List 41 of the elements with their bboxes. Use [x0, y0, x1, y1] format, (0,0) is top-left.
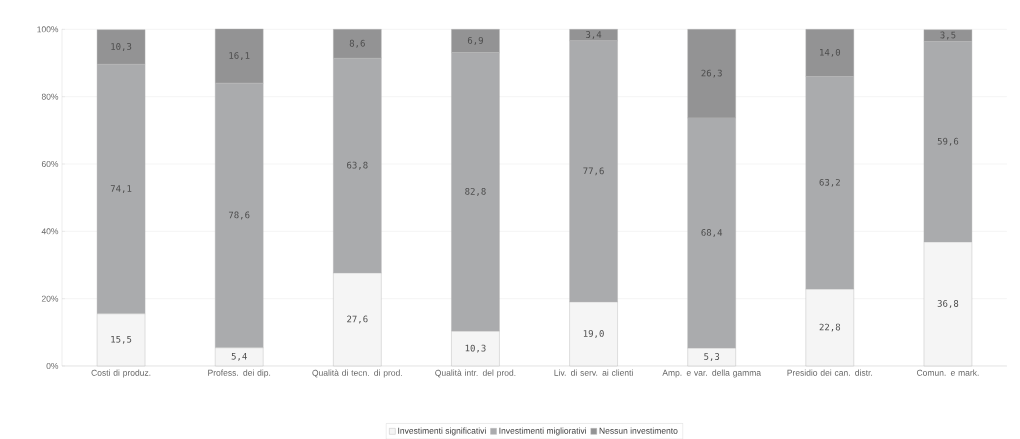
data-label: 8,6: [349, 39, 365, 48]
x-tick-label: Presidio dei can. distr.: [787, 369, 873, 376]
y-tick-label: 60%: [41, 160, 59, 167]
data-label: 27,6: [347, 315, 368, 324]
data-label: 78,6: [228, 211, 250, 220]
data-label: 19,0: [583, 329, 604, 338]
y-tick-label: 0%: [46, 362, 59, 369]
data-label: 68,4: [701, 228, 723, 237]
data-label: 5,4: [231, 352, 247, 361]
data-label: 77,6: [583, 167, 604, 176]
legend-label: Investimenti significativi: [398, 427, 486, 436]
y-tick-label: 100%: [37, 26, 59, 33]
data-label: 3,4: [586, 30, 602, 39]
y-tick-label: 20%: [41, 295, 59, 302]
legend-label: Nessun investimento: [599, 427, 678, 434]
data-label: 59,6: [937, 137, 959, 146]
x-tick-label: Liv. di serv. ai clienti: [554, 369, 633, 376]
data-label: 10,3: [465, 344, 486, 353]
data-label: 26,3: [701, 69, 722, 78]
x-tick-label: Costi di produz.: [91, 369, 151, 378]
data-label: 36,8: [937, 299, 959, 308]
data-label: 82,8: [465, 187, 486, 196]
y-tick-label: 40%: [41, 228, 59, 235]
data-label: 5,3: [704, 352, 720, 361]
data-label: 63,8: [347, 161, 368, 170]
data-label: 63,2: [819, 178, 840, 187]
data-label: 74,1: [110, 185, 132, 193]
data-label: 10,3: [111, 42, 132, 51]
x-tick-label: Amp. e var. della gamma: [662, 369, 762, 378]
data-label: 15,5: [111, 335, 132, 344]
data-label: 3,5: [940, 31, 956, 40]
x-tick-label: Qualità intr. del prod.: [435, 369, 516, 378]
y-tick-label: 80%: [41, 93, 59, 100]
data-label: 16,1: [229, 51, 250, 60]
x-tick-label: Profess. dei dip.: [208, 369, 271, 378]
data-label: 6,9: [467, 36, 483, 45]
legend-label: Investimenti migliorativi: [499, 427, 586, 436]
data-label: 22,8: [819, 323, 841, 332]
data-label: 14,0: [820, 48, 841, 57]
x-tick-label: Comun. e mark.: [916, 369, 979, 376]
x-tick-label: Qualità di tecn. di prod.: [312, 369, 402, 378]
